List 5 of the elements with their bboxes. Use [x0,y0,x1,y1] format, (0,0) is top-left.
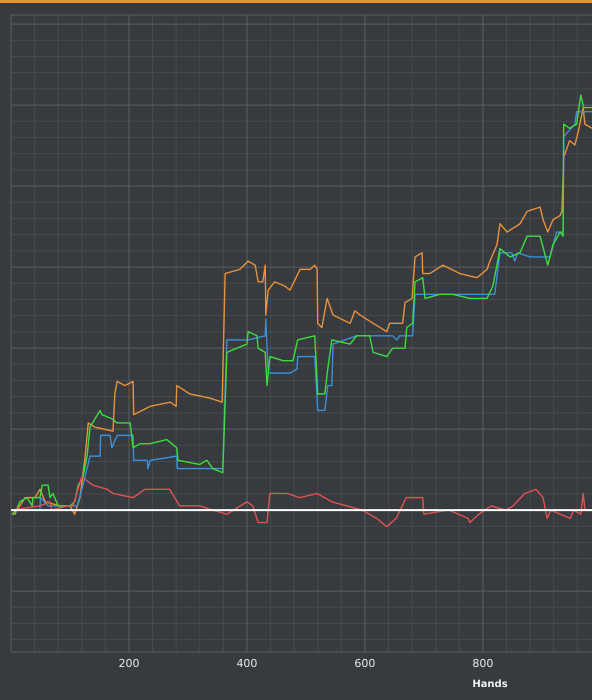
x-tick-label: 400 [236,657,258,670]
x-tick-label: 800 [472,657,494,670]
x-tick-label: 200 [118,657,140,670]
x-axis-title: Hands [472,679,508,690]
x-tick-label: 600 [354,657,376,670]
